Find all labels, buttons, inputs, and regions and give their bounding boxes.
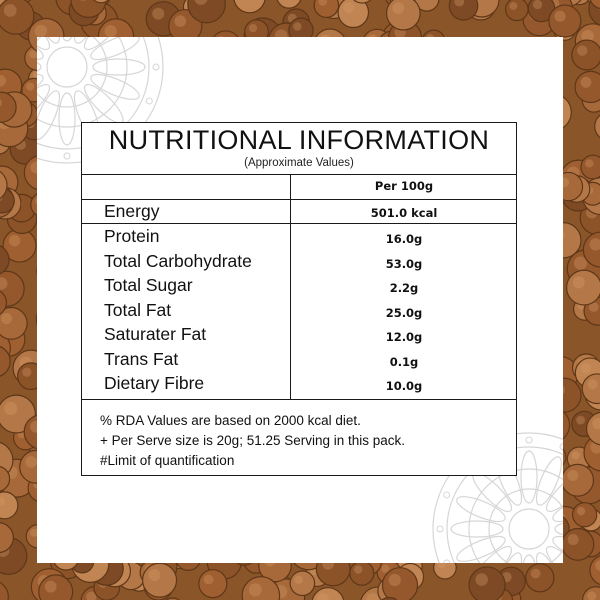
row-value-protein: 16.0g bbox=[385, 232, 423, 246]
row-label-trans-fat: Trans Fat bbox=[104, 349, 179, 369]
row-value-total-fat: 25.0g bbox=[385, 306, 423, 320]
column-header: Per 100g bbox=[374, 179, 434, 193]
divider bbox=[82, 199, 516, 200]
label-panel: NUTRITIONAL INFORMATION (Approximate Val… bbox=[37, 37, 563, 563]
mandala-ornament-bottom-right bbox=[432, 432, 563, 563]
row-value-trans-fat: 0.1g bbox=[389, 355, 419, 369]
table-title: NUTRITIONAL INFORMATION bbox=[108, 125, 490, 155]
row-value-total-carbohydrate: 53.0g bbox=[385, 257, 423, 271]
divider bbox=[82, 399, 516, 400]
row-value-energy: 501.0 kcal bbox=[370, 206, 438, 220]
column-divider bbox=[290, 174, 291, 399]
footnote-serving: + Per Serve size is 20g; 51.25 Serving i… bbox=[100, 433, 406, 448]
row-label-dietary-fibre: Dietary Fibre bbox=[104, 373, 205, 393]
footnote-rda: % RDA Values are based on 2000 kcal diet… bbox=[100, 413, 361, 428]
row-label-saturater-fat: Saturater Fat bbox=[104, 324, 207, 344]
footnote-loq: #Limit of quantification bbox=[100, 453, 235, 468]
row-label-total-carbohydrate: Total Carbohydrate bbox=[104, 251, 252, 271]
table-subtitle: (Approximate Values) bbox=[244, 157, 354, 169]
row-label-total-sugar: Total Sugar bbox=[104, 275, 193, 295]
divider bbox=[82, 174, 516, 175]
row-label-total-fat: Total Fat bbox=[104, 300, 172, 320]
row-value-dietary-fibre: 10.0g bbox=[385, 379, 423, 393]
nutrition-table: NUTRITIONAL INFORMATION (Approximate Val… bbox=[81, 122, 517, 476]
row-label-protein: Protein bbox=[104, 226, 160, 246]
mandala-ornament-top-left bbox=[37, 37, 164, 164]
row-value-total-sugar: 2.2g bbox=[389, 281, 419, 295]
row-label-energy: Energy bbox=[104, 201, 160, 221]
divider bbox=[82, 223, 516, 224]
row-value-saturater-fat: 12.0g bbox=[385, 330, 423, 344]
